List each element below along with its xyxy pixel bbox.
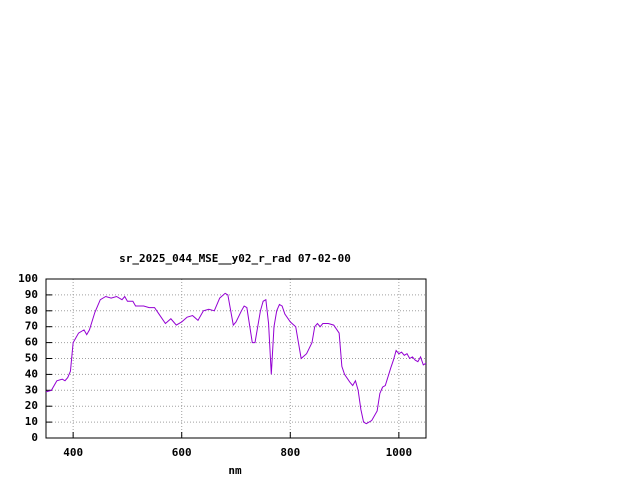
- y-tick-label: 30: [25, 383, 38, 396]
- x-tick-label: 400: [63, 446, 83, 459]
- x-tick-label: 800: [280, 446, 300, 459]
- x-axis-label: nm: [228, 464, 242, 477]
- y-tick-label: 80: [25, 304, 38, 317]
- y-tick-label: 100: [18, 272, 38, 285]
- y-tick-label: 40: [25, 367, 38, 380]
- y-tick-label: 50: [25, 352, 38, 365]
- y-tick-label: 0: [31, 431, 38, 444]
- x-tick-label: 1000: [386, 446, 413, 459]
- y-tick-label: 20: [25, 399, 38, 412]
- y-tick-label: 90: [25, 288, 38, 301]
- x-tick-label: 600: [172, 446, 192, 459]
- y-tick-label: 60: [25, 336, 38, 349]
- chart-title: sr_2025_044_MSE__y02_r_rad 07-02-00: [119, 252, 351, 265]
- data-line: [45, 292, 427, 425]
- plot-border: [45, 278, 427, 439]
- y-tick-label: 70: [25, 320, 38, 333]
- y-tick-label: 10: [25, 415, 38, 428]
